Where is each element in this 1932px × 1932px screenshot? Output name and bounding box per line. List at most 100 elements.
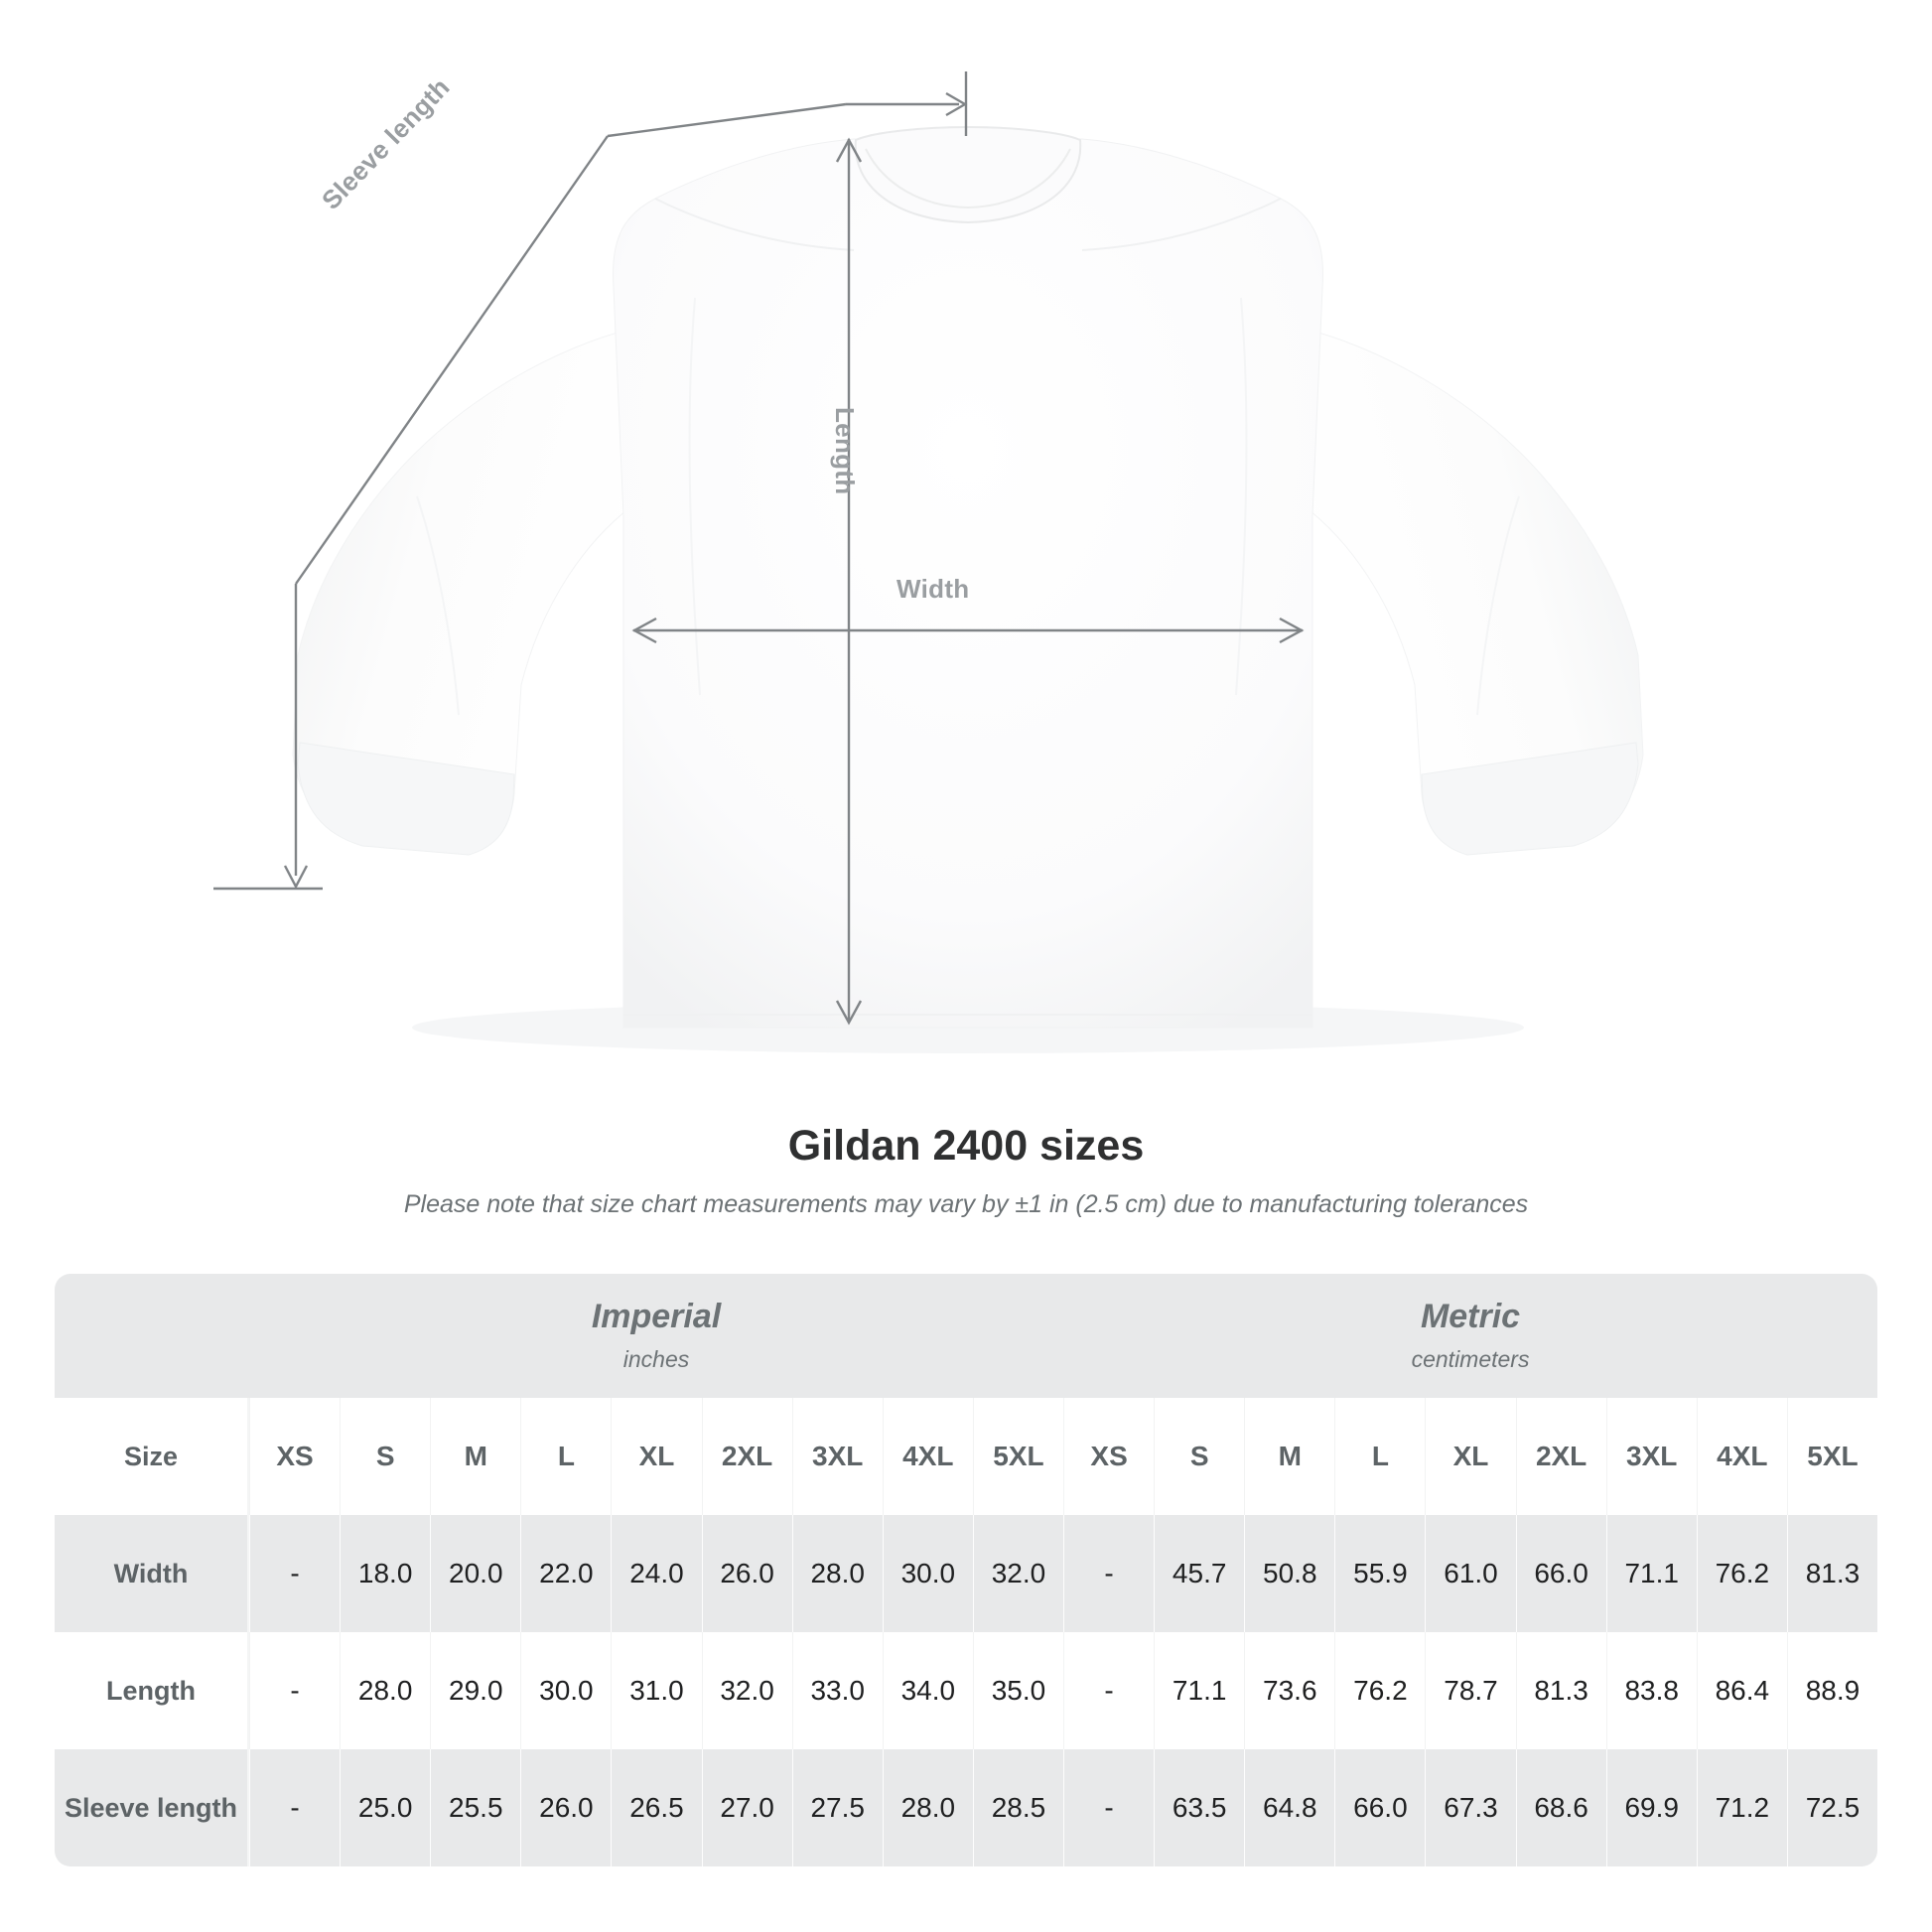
cell-width-imperial-xl: 24.0 xyxy=(611,1515,702,1632)
size-header-cell-l: L xyxy=(1334,1398,1426,1515)
cell-length-imperial-m: 29.0 xyxy=(430,1632,521,1749)
unit-name: Metric xyxy=(1420,1298,1521,1336)
cell-length-imperial-3xl: 33.0 xyxy=(791,1632,883,1749)
cell-width-metric-5xl: 81.3 xyxy=(1786,1515,1878,1632)
cell-width-metric-xl: 61.0 xyxy=(1425,1515,1516,1632)
length-measure-label: Length xyxy=(830,407,860,495)
cell-width-metric-m: 50.8 xyxy=(1244,1515,1335,1632)
cell-length-imperial-xs: - xyxy=(249,1632,341,1749)
cell-width-metric-s: 45.7 xyxy=(1154,1515,1245,1632)
cell-length-metric-xs: - xyxy=(1063,1632,1155,1749)
cell-sleeve-length-imperial-s: 25.0 xyxy=(340,1749,431,1866)
right-shoulder-seam xyxy=(1081,198,1282,251)
row-label-length: Length xyxy=(55,1632,249,1749)
title-block: Gildan 2400 sizes Please note that size … xyxy=(0,1122,1932,1219)
width-measure-label: Width xyxy=(897,574,970,604)
sleeve-diagonal xyxy=(295,135,609,585)
cell-width-metric-xs: - xyxy=(1063,1515,1155,1632)
size-header-cell-5xl: 5XL xyxy=(972,1398,1064,1515)
cell-sleeve-length-metric-m: 64.8 xyxy=(1244,1749,1335,1866)
left-cuff xyxy=(297,742,515,856)
length-top-arrowhead xyxy=(835,137,863,163)
size-header-cell-xs: XS xyxy=(1063,1398,1155,1515)
table-row: Sleeve length -25.0 25.5 26.0 26.5 27.0 27.5 28… xyxy=(55,1749,1878,1866)
cell-sleeve-length-metric-s: 63.5 xyxy=(1154,1749,1245,1866)
unit-banner-spacer xyxy=(55,1274,249,1398)
size-header-cell-5xl: 5XL xyxy=(1786,1398,1878,1515)
sleeve-top-arrowhead xyxy=(945,91,968,117)
cell-sleeve-length-metric-2xl: 68.6 xyxy=(1515,1749,1606,1866)
cell-width-imperial-4xl: 30.0 xyxy=(882,1515,973,1632)
width-right-arrowhead xyxy=(1279,617,1305,644)
size-header-cell-m: M xyxy=(430,1398,521,1515)
cell-length-metric-l: 76.2 xyxy=(1334,1632,1426,1749)
size-header-cell-m: M xyxy=(1244,1398,1335,1515)
cell-sleeve-length-imperial-l: 26.0 xyxy=(520,1749,612,1866)
width-left-arrowhead xyxy=(631,617,657,644)
long-sleeve-shirt-svg xyxy=(213,71,1644,1029)
cell-sleeve-length-metric-xs: - xyxy=(1063,1749,1155,1866)
measurement-arrowheads xyxy=(283,91,1305,1026)
cell-sleeve-length-imperial-m: 25.5 xyxy=(430,1749,521,1866)
cell-sleeve-length-metric-xl: 67.3 xyxy=(1425,1749,1516,1866)
sleeve-bottom-arrowhead xyxy=(283,865,309,890)
cell-length-metric-xl: 78.7 xyxy=(1425,1632,1516,1749)
cell-length-metric-m: 73.6 xyxy=(1244,1632,1335,1749)
shirt-body xyxy=(613,138,1323,1029)
cell-sleeve-length-imperial-2xl: 27.0 xyxy=(701,1749,792,1866)
cell-width-imperial-xs: - xyxy=(249,1515,341,1632)
cell-length-imperial-2xl: 32.0 xyxy=(701,1632,792,1749)
cell-width-metric-2xl: 66.0 xyxy=(1515,1515,1606,1632)
cell-width-imperial-3xl: 28.0 xyxy=(791,1515,883,1632)
page-subtitle: Please note that size chart measurements… xyxy=(403,1190,1529,1218)
collar-inner-line xyxy=(865,148,1071,209)
cell-width-imperial-m: 20.0 xyxy=(430,1515,521,1632)
cell-length-imperial-s: 28.0 xyxy=(340,1632,431,1749)
size-header-cell-xl: XL xyxy=(611,1398,702,1515)
cell-width-metric-4xl: 76.2 xyxy=(1696,1515,1787,1632)
cell-length-imperial-xl: 31.0 xyxy=(611,1632,702,1749)
measurement-lines xyxy=(213,71,1303,1023)
sleeve-shoulder-segment xyxy=(607,102,847,138)
cell-width-imperial-l: 22.0 xyxy=(520,1515,612,1632)
table-row: Width -18.0 20.0 22.0 24.0 26.0 28.0 30.0 32.0-4… xyxy=(55,1515,1878,1632)
cell-sleeve-length-metric-l: 66.0 xyxy=(1334,1749,1426,1866)
cell-length-metric-s: 71.1 xyxy=(1154,1632,1245,1749)
page-title: Gildan 2400 sizes xyxy=(787,1122,1145,1170)
size-header-label: Size xyxy=(55,1398,249,1515)
cell-length-metric-5xl: 88.9 xyxy=(1786,1632,1878,1749)
collar-ribbing xyxy=(854,125,1082,224)
length-bottom-arrowhead xyxy=(835,1000,863,1026)
size-header-cell-xl: XL xyxy=(1425,1398,1516,1515)
cell-length-imperial-l: 30.0 xyxy=(520,1632,612,1749)
size-header-cell-s: S xyxy=(1154,1398,1245,1515)
cell-width-imperial-s: 18.0 xyxy=(340,1515,431,1632)
size-header-cell-3xl: 3XL xyxy=(1605,1398,1697,1515)
cell-width-metric-l: 55.9 xyxy=(1334,1515,1426,1632)
cell-sleeve-length-metric-3xl: 69.9 xyxy=(1605,1749,1697,1866)
size-header-cell-l: L xyxy=(520,1398,612,1515)
cell-width-imperial-5xl: 32.0 xyxy=(972,1515,1064,1632)
unit-name: Imperial xyxy=(591,1298,722,1336)
size-header-cell-xs: XS xyxy=(249,1398,341,1515)
size-header-row: Size XS S M L XL 2XL 3XL 4XL 5XL XS S M L XL 2XL 3XL 4XL 5… xyxy=(55,1398,1878,1515)
unit-header-imperial: Imperial inches xyxy=(249,1274,1064,1398)
table-row: Length -28.0 29.0 30.0 31.0 32.0 33.0 34.0 35.0-… xyxy=(55,1632,1878,1749)
size-header-cell-s: S xyxy=(340,1398,431,1515)
cell-width-imperial-2xl: 26.0 xyxy=(701,1515,792,1632)
cell-sleeve-length-imperial-xl: 26.5 xyxy=(611,1749,702,1866)
cell-sleeve-length-metric-5xl: 72.5 xyxy=(1786,1749,1878,1866)
size-header-cell-3xl: 3XL xyxy=(791,1398,883,1515)
row-label-sleeve-length: Sleeve length xyxy=(55,1749,249,1866)
unit-banner-row: Imperial inches Metric centimeters xyxy=(55,1274,1878,1398)
left-shoulder-seam xyxy=(654,198,855,251)
cell-length-imperial-5xl: 35.0 xyxy=(972,1632,1064,1749)
row-label-width: Width xyxy=(55,1515,249,1632)
right-cuff xyxy=(1421,742,1639,856)
size-header-cell-4xl: 4XL xyxy=(1696,1398,1787,1515)
size-header-cell-2xl: 2XL xyxy=(701,1398,792,1515)
cell-sleeve-length-metric-4xl: 71.2 xyxy=(1696,1749,1787,1866)
cell-length-metric-4xl: 86.4 xyxy=(1696,1632,1787,1749)
unit-subtitle: centimeters xyxy=(1411,1345,1530,1372)
size-chart-table-wrapper: Imperial inches Metric centimeters Size XS S M L… xyxy=(55,1274,1878,1866)
